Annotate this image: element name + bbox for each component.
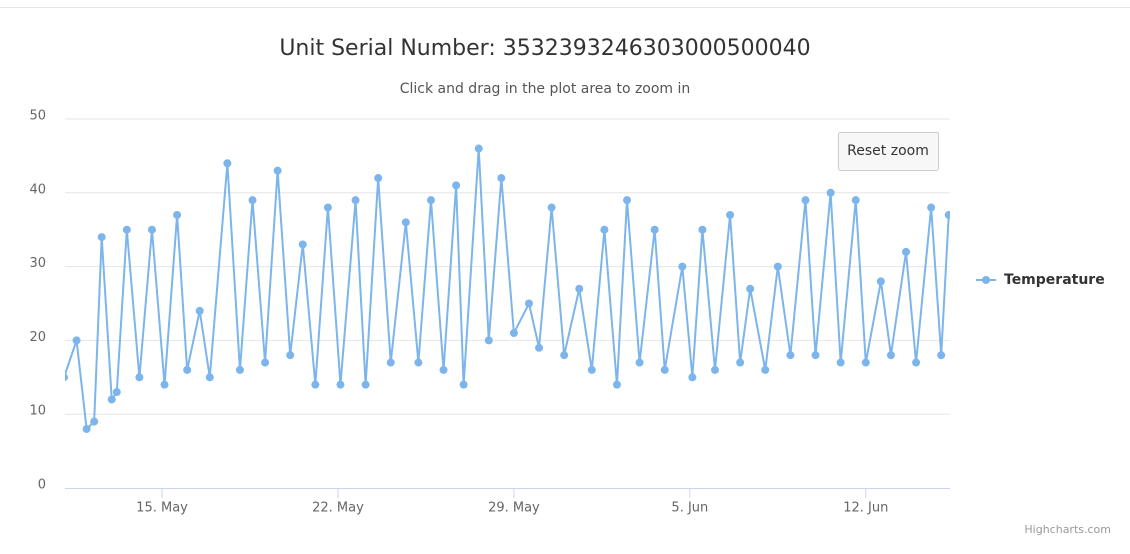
point: [560, 351, 569, 360]
chart-subtitle: Click and drag in the plot area to zoom …: [400, 81, 691, 97]
point: [336, 380, 345, 389]
point: [497, 174, 506, 183]
point: [248, 196, 257, 205]
point: [90, 417, 99, 426]
point: [351, 196, 360, 205]
point: [710, 365, 719, 374]
point: [235, 365, 244, 374]
point: [401, 218, 410, 227]
point: [261, 358, 270, 367]
point: [698, 225, 707, 234]
point: [524, 299, 533, 308]
credits[interactable]: Highcharts.com: [1024, 523, 1111, 536]
point: [836, 358, 845, 367]
y-tick-label: 10: [29, 404, 46, 419]
point: [135, 373, 144, 382]
point: [65, 373, 68, 382]
point: [414, 358, 423, 367]
point: [439, 365, 448, 374]
point: [587, 365, 596, 374]
point: [72, 336, 81, 345]
point: [311, 380, 320, 389]
point: [861, 358, 870, 367]
point: [736, 358, 745, 367]
point: [811, 351, 820, 360]
chart-title: Unit Serial Number: 35323932463030005000…: [279, 36, 810, 61]
y-tick-label: 30: [29, 256, 46, 271]
point: [122, 225, 131, 234]
x-tick-label: 12. Jun: [843, 501, 888, 516]
point: [484, 336, 493, 345]
series: [65, 144, 950, 433]
point: [912, 358, 921, 367]
point: [323, 203, 332, 212]
point: [82, 424, 91, 433]
x-tick-label: 15. May: [136, 501, 188, 516]
point: [223, 159, 232, 168]
point: [547, 203, 556, 212]
point: [746, 284, 755, 293]
point: [112, 388, 121, 397]
point: [147, 225, 156, 234]
y-tick-label: 50: [29, 109, 46, 124]
legend-label: Temperature: [1004, 272, 1105, 288]
point: [273, 166, 282, 175]
point: [927, 203, 936, 212]
point: [786, 351, 795, 360]
point: [623, 196, 632, 205]
point: [600, 225, 609, 234]
point: [801, 196, 810, 205]
point: [286, 351, 295, 360]
point: [183, 365, 192, 374]
point: [474, 144, 483, 153]
y-tick-label: 0: [38, 478, 46, 493]
reset-zoom-button[interactable]: Reset zoom: [838, 132, 939, 171]
point: [826, 188, 835, 197]
button-frame[interactable]: [838, 132, 939, 171]
point: [452, 181, 461, 190]
x-tick-label: 5. Jun: [671, 501, 708, 516]
point: [97, 233, 106, 242]
point: [426, 196, 435, 205]
y-tick-label: 40: [29, 182, 46, 197]
point: [944, 210, 950, 219]
series-line: [65, 148, 950, 432]
point: [937, 351, 946, 360]
y-tick-label: 20: [29, 330, 46, 345]
point: [195, 306, 204, 315]
point: [678, 262, 687, 271]
point: [660, 365, 669, 374]
x-tick-label: 29. May: [488, 501, 540, 516]
point: [612, 380, 621, 389]
point: [509, 329, 518, 338]
point: [886, 351, 895, 360]
point: [361, 380, 370, 389]
button-label[interactable]: Reset zoom: [847, 143, 929, 159]
x-tick-label: 22. May: [312, 501, 364, 516]
point: [535, 343, 544, 352]
point: [386, 358, 395, 367]
point: [173, 210, 182, 219]
point: [635, 358, 644, 367]
point: [160, 380, 169, 389]
point: [726, 210, 735, 219]
point: [688, 373, 697, 382]
point: [902, 247, 911, 256]
point: [851, 196, 860, 205]
point: [650, 225, 659, 234]
point: [876, 277, 885, 286]
point: [459, 380, 468, 389]
point: [761, 365, 770, 374]
point: [374, 174, 383, 183]
point: [205, 373, 214, 382]
legend-marker: [982, 276, 990, 284]
point: [575, 284, 584, 293]
point: [298, 240, 307, 249]
point: [107, 395, 116, 404]
point: [773, 262, 782, 271]
